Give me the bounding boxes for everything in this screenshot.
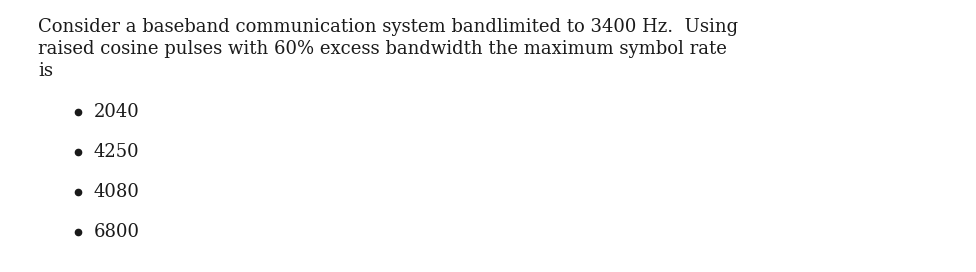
Text: 2040: 2040 [94, 103, 140, 121]
Text: 4080: 4080 [94, 183, 140, 201]
Text: raised cosine pulses with 60% excess bandwidth the maximum symbol rate: raised cosine pulses with 60% excess ban… [38, 40, 727, 58]
Text: 4250: 4250 [94, 143, 140, 161]
Text: Consider a baseband communication system bandlimited to 3400 Hz.  Using: Consider a baseband communication system… [38, 18, 738, 36]
Text: is: is [38, 62, 53, 80]
Text: 6800: 6800 [94, 223, 140, 241]
